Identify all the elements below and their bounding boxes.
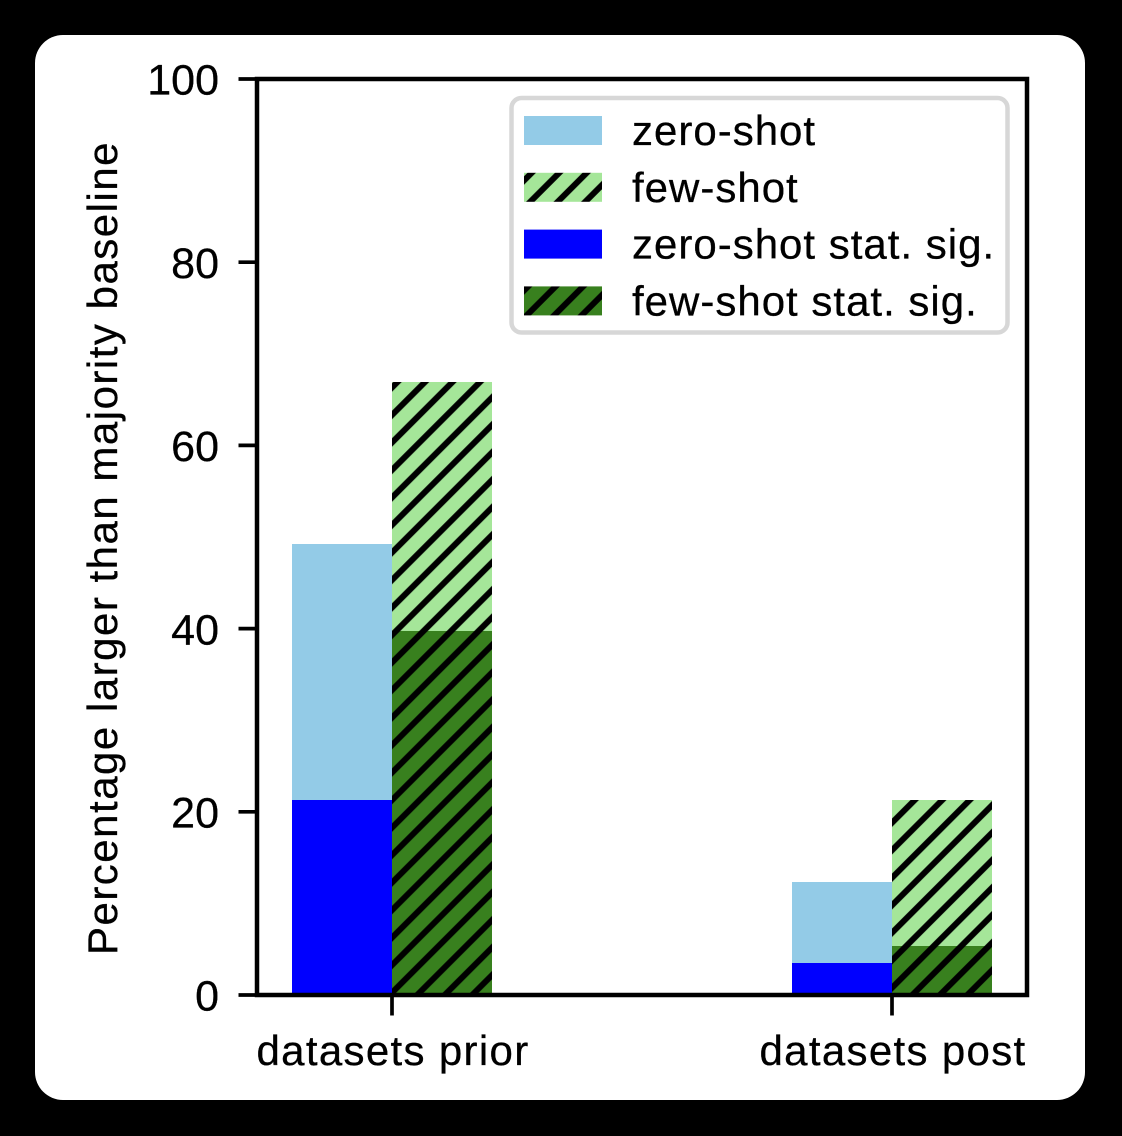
svg-text:40: 40 xyxy=(171,606,219,654)
svg-text:datasets post: datasets post xyxy=(759,1027,1026,1074)
svg-text:0: 0 xyxy=(195,973,219,1021)
svg-text:few-shot: few-shot xyxy=(632,164,799,211)
svg-text:datasets prior: datasets prior xyxy=(256,1027,529,1074)
svg-text:few-shot stat. sig.: few-shot stat. sig. xyxy=(632,277,978,324)
svg-text:80: 80 xyxy=(171,240,219,288)
svg-text:100: 100 xyxy=(147,57,219,105)
svg-text:zero-shot stat. sig.: zero-shot stat. sig. xyxy=(632,221,995,268)
svg-text:20: 20 xyxy=(171,790,219,838)
svg-text:zero-shot: zero-shot xyxy=(632,107,816,154)
svg-text:Percentage larger than majorit: Percentage larger than majority baseline xyxy=(79,141,126,955)
svg-text:60: 60 xyxy=(171,423,219,471)
